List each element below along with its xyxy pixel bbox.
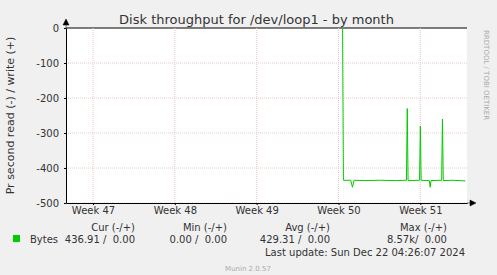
series-line	[343, 28, 466, 187]
x-tick: Week 50	[317, 203, 360, 216]
stats-header: Avg (-/+)	[285, 222, 330, 233]
x-arrow	[467, 200, 476, 206]
y-tick-mark	[64, 28, 66, 29]
y-tick: -200	[36, 93, 66, 104]
credit: Munin 2.0.57	[225, 265, 271, 273]
x-tick-label: Week 48	[154, 205, 197, 216]
y-grid-line	[66, 98, 467, 99]
series-group	[343, 28, 466, 187]
x-tick: Week 51	[399, 203, 442, 216]
stats-cell: 8.57k/ 0.00	[387, 234, 447, 245]
legend-entry: Bytes	[30, 234, 58, 245]
y-axis-title: Pr second read (-) / write (+)	[4, 37, 17, 195]
y-grid-line	[66, 203, 467, 204]
x-grid-line	[93, 28, 94, 203]
y-tick-label: -500	[36, 198, 59, 209]
x-tick: Week 49	[236, 203, 279, 216]
y-tick: -500	[36, 198, 66, 209]
y-axis: 0 -100 -200 -300 -400 -500	[36, 23, 66, 209]
y-tick-label: -400	[36, 163, 59, 174]
x-tick-label: Week 50	[317, 205, 360, 216]
plot-area	[66, 28, 467, 203]
y-axis-line	[66, 29, 67, 204]
y-tick-label: 0	[53, 23, 59, 34]
y-tick-label: -200	[36, 93, 59, 104]
x-tick-label: Week 47	[72, 205, 115, 216]
y-tick-mark	[64, 98, 66, 99]
x-grid-line	[256, 28, 257, 203]
stats-header: Cur (-/+)	[91, 222, 135, 233]
stats-header: Max (-/+)	[400, 222, 447, 233]
grid	[66, 28, 467, 203]
legend: Cur (-/+) Min (-/+) Avg (-/+) Max (-/+) Byte…	[13, 222, 447, 245]
watermark: RRDTOOL / TOBI OETIKER	[482, 30, 490, 120]
legend-swatch	[13, 235, 20, 242]
chart: 0-100-200-300-400-500Week 47Week 48Week …	[0, 0, 497, 275]
y-tick-mark	[64, 168, 66, 169]
y-arrow	[63, 19, 69, 28]
stats-header: Min (-/+)	[183, 222, 227, 233]
stats-cell: 436.91 / 0.00	[65, 234, 135, 245]
zero-line	[66, 28, 467, 29]
x-tick: Week 48	[154, 203, 197, 216]
title: Disk throughput for /dev/loop1 - by mont…	[119, 12, 394, 27]
x-tick-label: Week 49	[236, 205, 279, 216]
footer: Last update: Sun Dec 22 04:26:07 2024	[265, 247, 465, 258]
y-tick-mark	[64, 203, 66, 204]
y-tick-mark	[64, 63, 66, 64]
y-tick-label: -300	[36, 128, 59, 139]
x-grid-line	[174, 28, 175, 203]
background	[0, 0, 497, 275]
y-tick-label: -100	[36, 58, 59, 69]
x-tick: Week 47	[72, 203, 115, 216]
x-tick-label: Week 51	[399, 205, 442, 216]
y-tick: -100	[36, 58, 66, 69]
stats-cell: 429.31 / 0.00	[260, 234, 330, 245]
x-axis-line	[67, 203, 468, 204]
y-grid-line	[66, 63, 467, 64]
y-tick: -400	[36, 163, 66, 174]
y-tick: -300	[36, 128, 66, 139]
stats-cell: 0.00 / 0.00	[170, 234, 227, 245]
x-grid-line	[338, 28, 339, 203]
y-tick-mark	[64, 133, 66, 134]
x-axis: Week 47 Week 48 Week 49 Week 50 Week 51	[67, 203, 468, 216]
